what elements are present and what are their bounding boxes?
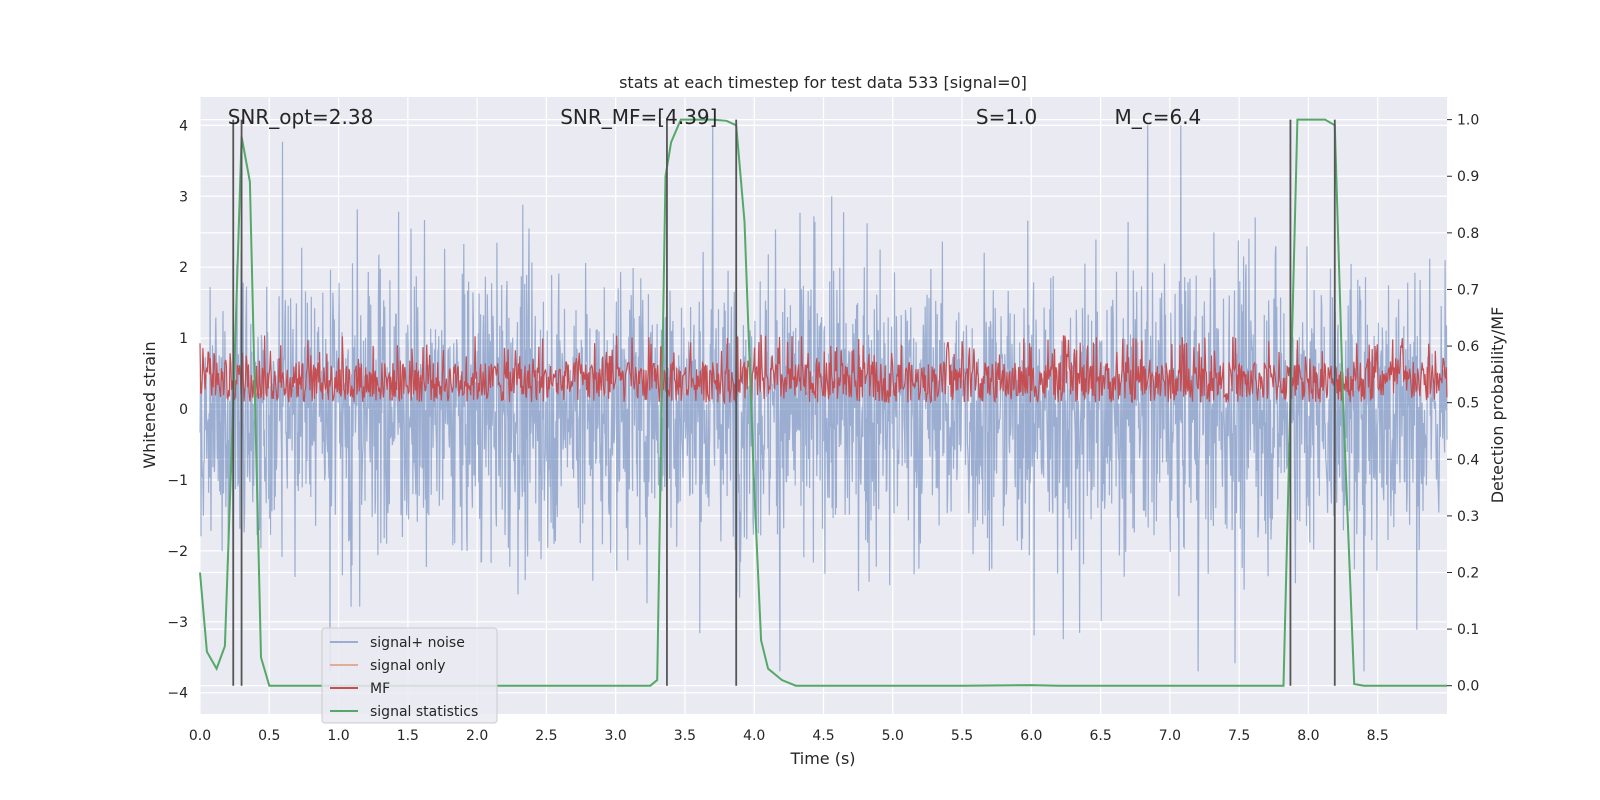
- legend-label: signal+ noise: [370, 635, 465, 651]
- y-axis-label-right: Detection probability/MF: [1488, 307, 1507, 504]
- x-tick-label: 8.5: [1367, 728, 1389, 744]
- legend: signal+ noise signal only MF signal statist…: [321, 627, 498, 724]
- x-tick-label: 1.0: [327, 728, 349, 744]
- legend-label: MF: [370, 681, 390, 697]
- annotations: SNR_opt=2.38 SNR_MF=[4.39] S=1.0 M_c=6.4: [228, 105, 1202, 129]
- y-tick-label: −4: [167, 686, 188, 702]
- y-right-tick-label: 0.3: [1457, 509, 1479, 525]
- x-tick-label: 8.0: [1297, 728, 1319, 744]
- x-tick-label: 5.5: [951, 728, 973, 744]
- x-tick-label: 6.5: [1089, 728, 1111, 744]
- chart-title: stats at each timestep for test data 533…: [619, 73, 1027, 92]
- x-tick-label: 5.0: [882, 728, 904, 744]
- y-axis-label: Whitened strain: [140, 341, 159, 468]
- y-right-tick-label: 0.9: [1457, 169, 1479, 185]
- series-signal-noise-line: [199, 125, 1448, 672]
- x-tick-label: 2.0: [466, 728, 488, 744]
- series-mf-line: [199, 334, 1448, 405]
- y-tick-label: 1: [179, 331, 188, 347]
- annotation-s: S=1.0: [976, 105, 1037, 129]
- y-right-tick-label: 0.4: [1457, 452, 1479, 468]
- x-tick-label: 1.5: [397, 728, 419, 744]
- y-right-tick-label: 0.5: [1457, 396, 1479, 412]
- series-signal-statistics-line: [199, 118, 1447, 687]
- legend-label: signal statistics: [370, 704, 478, 720]
- x-tick-label: 3.0: [605, 728, 627, 744]
- x-tick-label: 0.5: [258, 728, 280, 744]
- y-tick-label: −1: [167, 473, 188, 489]
- y-right-tick-label: 0.1: [1457, 622, 1479, 638]
- y-right-tick-label: 0.2: [1457, 565, 1479, 581]
- vertical-lines: [232, 119, 1336, 686]
- y-tick-label: 4: [179, 118, 188, 134]
- x-tick-label: 3.5: [674, 728, 696, 744]
- y-tick-label: 2: [179, 260, 188, 276]
- x-tick-label: 6.0: [1020, 728, 1042, 744]
- annotation-snr-opt: SNR_opt=2.38: [228, 105, 374, 129]
- legend-label: signal only: [370, 658, 445, 674]
- x-tick-label: 2.5: [535, 728, 557, 744]
- x-tick-label: 7.5: [1228, 728, 1250, 744]
- y-tick-label: 3: [179, 189, 188, 205]
- y-tick-label: −2: [167, 544, 188, 560]
- y-tick-label: 0: [179, 402, 188, 418]
- y-right-tick-label: 0.6: [1457, 339, 1479, 355]
- y-tick-label: −3: [167, 615, 188, 631]
- x-tick-label: 4.5: [812, 728, 834, 744]
- x-tick-label: 4.0: [743, 728, 765, 744]
- y-right-tick-label: 0.7: [1457, 282, 1479, 298]
- y-right-tick-label: 0.0: [1457, 679, 1479, 695]
- annotation-mc: M_c=6.4: [1114, 105, 1201, 129]
- series-layer: [199, 118, 1448, 687]
- x-tick-label: 0.0: [189, 728, 211, 744]
- x-axis-label: Time (s): [789, 749, 855, 768]
- x-tick-label: 7.0: [1159, 728, 1181, 744]
- legend-box: [321, 627, 498, 724]
- y-right-tick-label: 1.0: [1457, 113, 1479, 129]
- y-right-tick-label: 0.8: [1457, 226, 1479, 242]
- ticks: 0.0 0.5 1.0 1.5 2.0 2.5 3.0 3.5 4.0 4.5 5.0 5.5 6.0 6…: [167, 113, 1479, 744]
- annotation-snr-mf: SNR_MF=[4.39]: [560, 105, 717, 129]
